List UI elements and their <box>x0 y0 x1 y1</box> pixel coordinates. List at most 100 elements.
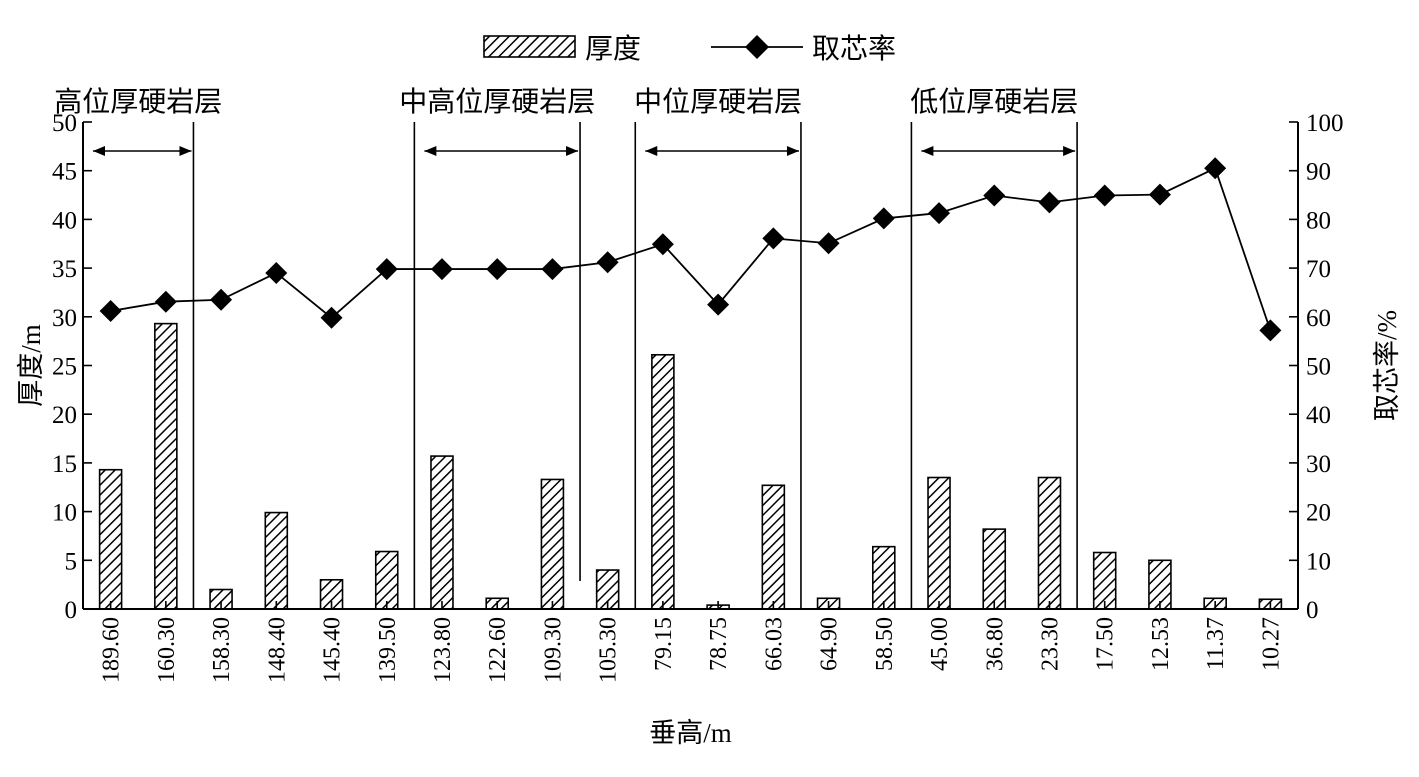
right-tick-label: 80 <box>1306 207 1331 234</box>
legend-diamond-marker <box>745 35 769 59</box>
arrowhead-left <box>645 146 658 156</box>
left-tick-label: 25 <box>52 354 77 381</box>
thickness-bar <box>927 476 951 610</box>
region-label: 低位厚硬岩层 <box>910 86 1078 118</box>
core-recovery-point <box>928 202 951 225</box>
core-recovery-point <box>99 299 122 322</box>
left-tick-label: 35 <box>52 256 77 283</box>
x-tick-label: 17.50 <box>1093 617 1119 671</box>
legend-bar-swatch <box>483 35 576 58</box>
right-tick-label: 20 <box>1306 500 1331 527</box>
left-tick-label: 5 <box>65 548 78 575</box>
core-recovery-point <box>596 251 619 274</box>
x-tick-label: 45.00 <box>927 617 953 671</box>
x-tick-label: 158.30 <box>209 617 235 683</box>
right-axis-title: 取芯率/% <box>1372 310 1402 421</box>
right-tick-label: 100 <box>1306 110 1344 137</box>
core-recovery-point <box>1204 157 1227 180</box>
core-recovery-point <box>651 233 674 256</box>
x-tick-label: 11.37 <box>1203 617 1229 670</box>
left-axis-title: 厚度/m <box>16 324 46 407</box>
core-recovery-point <box>154 290 177 313</box>
x-tick-label: 148.40 <box>264 617 290 683</box>
core-recovery-point <box>430 258 453 281</box>
thickness-bar <box>871 545 896 610</box>
arrowhead-right <box>786 146 799 156</box>
core-recovery-point <box>817 232 840 255</box>
thickness-bar <box>982 528 1007 610</box>
thickness-bar <box>1037 476 1062 610</box>
thickness-bar <box>374 550 399 610</box>
thickness-bar <box>264 511 289 610</box>
right-tick-label: 60 <box>1306 305 1331 332</box>
legend-line-label: 取芯率 <box>812 33 896 65</box>
core-recovery-point <box>320 306 343 329</box>
core-recovery-point <box>872 207 895 230</box>
x-tick-label: 160.30 <box>154 617 180 683</box>
core-recovery-point <box>762 227 785 250</box>
left-tick-label: 15 <box>52 451 77 478</box>
region-markers-layer: 高位厚硬岩层 中高位厚硬岩层 中位厚硬岩层 低位厚硬岩层 <box>54 86 1078 609</box>
core-recovery-line <box>110 167 1272 331</box>
x-axis-title: 垂高/m <box>649 718 732 748</box>
x-tick-label: 23.30 <box>1037 617 1063 671</box>
left-tick-label: 45 <box>52 159 77 186</box>
left-tick-label: 40 <box>52 207 77 234</box>
left-tick-label: 10 <box>52 500 77 527</box>
region-label: 高位厚硬岩层 <box>54 86 222 118</box>
core-recovery-point <box>265 261 288 284</box>
right-tick-label: 40 <box>1306 402 1331 429</box>
x-tick-label: 122.60 <box>485 617 511 683</box>
axes-layer: 0 5 10 15 20 25 30 35 40 45 50 0 10 20 30 40 50 60 70 80 90 1… <box>16 110 1402 748</box>
right-tick-label: 90 <box>1306 159 1331 186</box>
x-tick-label: 58.50 <box>872 617 898 671</box>
x-tick-label: 145.40 <box>320 617 346 683</box>
core-recovery-point <box>1038 191 1061 214</box>
core-recovery-point <box>707 293 730 316</box>
region-label: 中位厚硬岩层 <box>634 86 802 118</box>
right-tick-label: 30 <box>1306 451 1331 478</box>
x-tick-label: 66.03 <box>761 617 787 671</box>
region-label: 中高位厚硬岩层 <box>399 86 595 118</box>
x-tick-label: 109.30 <box>540 617 566 683</box>
thickness-bar <box>98 468 123 610</box>
core-recovery-point <box>1148 183 1171 206</box>
arrowhead-left <box>921 146 934 156</box>
thickness-bar <box>1092 551 1117 610</box>
left-tick-label: 30 <box>52 305 77 332</box>
core-recovery-point <box>486 258 509 281</box>
thickness-bar <box>430 455 454 610</box>
bar-series-layer <box>98 322 1283 610</box>
thickness-bar <box>540 478 565 610</box>
core-recovery-point <box>983 184 1006 207</box>
x-tick-label: 189.60 <box>99 617 125 683</box>
legend-bar-label: 厚度 <box>585 33 641 65</box>
left-tick-label: 20 <box>52 402 77 429</box>
left-tick-label: 50 <box>52 110 77 137</box>
x-tick-label: 105.30 <box>596 617 622 683</box>
x-tick-label: 79.15 <box>651 617 677 671</box>
x-tick-label: 12.53 <box>1148 617 1174 671</box>
right-tick-label: 50 <box>1306 354 1331 381</box>
right-tick-label: 70 <box>1306 256 1331 283</box>
arrowhead-left <box>424 146 437 156</box>
core-recovery-point <box>541 258 564 281</box>
thickness-bar <box>651 353 675 610</box>
thickness-bar <box>761 484 786 610</box>
line-series-layer <box>99 157 1282 342</box>
arrowhead-right <box>179 146 192 156</box>
x-tick-label: 10.27 <box>1258 617 1284 671</box>
x-tick-label: 139.50 <box>375 617 401 683</box>
x-tick-label: 36.80 <box>982 617 1008 671</box>
arrowhead-right <box>566 146 579 156</box>
arrowhead-left <box>93 146 105 156</box>
core-recovery-point <box>1259 319 1282 342</box>
thickness-bar <box>154 322 178 610</box>
x-tick-label: 123.80 <box>430 617 456 683</box>
right-tick-label: 0 <box>1306 597 1319 624</box>
x-tick-label: 78.75 <box>706 617 732 671</box>
right-tick-label: 10 <box>1306 548 1331 575</box>
arrowhead-right <box>1063 146 1076 156</box>
